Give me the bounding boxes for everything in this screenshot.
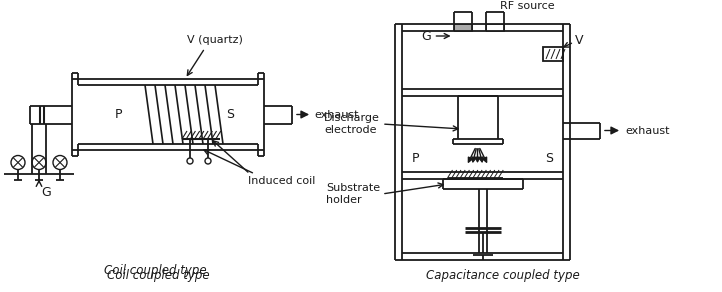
Text: Coil coupled type: Coil coupled type (107, 269, 209, 282)
Text: Induced coil: Induced coil (248, 176, 316, 186)
Text: Capacitance coupled type: Capacitance coupled type (426, 269, 579, 282)
Text: exhaust: exhaust (625, 126, 669, 135)
Text: exhaust: exhaust (314, 110, 359, 119)
Bar (485, 24, 503, 31)
Text: P: P (412, 152, 419, 166)
Text: S: S (545, 152, 553, 166)
Text: V: V (575, 34, 583, 46)
Text: G: G (41, 187, 51, 199)
Text: P: P (114, 108, 122, 121)
Bar (543, 47, 563, 61)
Text: V (quartz): V (quartz) (187, 35, 243, 45)
Text: Substrate
holder: Substrate holder (326, 183, 380, 205)
Text: G: G (422, 29, 432, 43)
Text: S: S (226, 108, 234, 121)
Text: Coil coupled type: Coil coupled type (104, 264, 206, 277)
Bar (453, 24, 471, 31)
Text: Discharge
electrode: Discharge electrode (324, 113, 380, 135)
Text: RF source: RF source (500, 1, 554, 11)
